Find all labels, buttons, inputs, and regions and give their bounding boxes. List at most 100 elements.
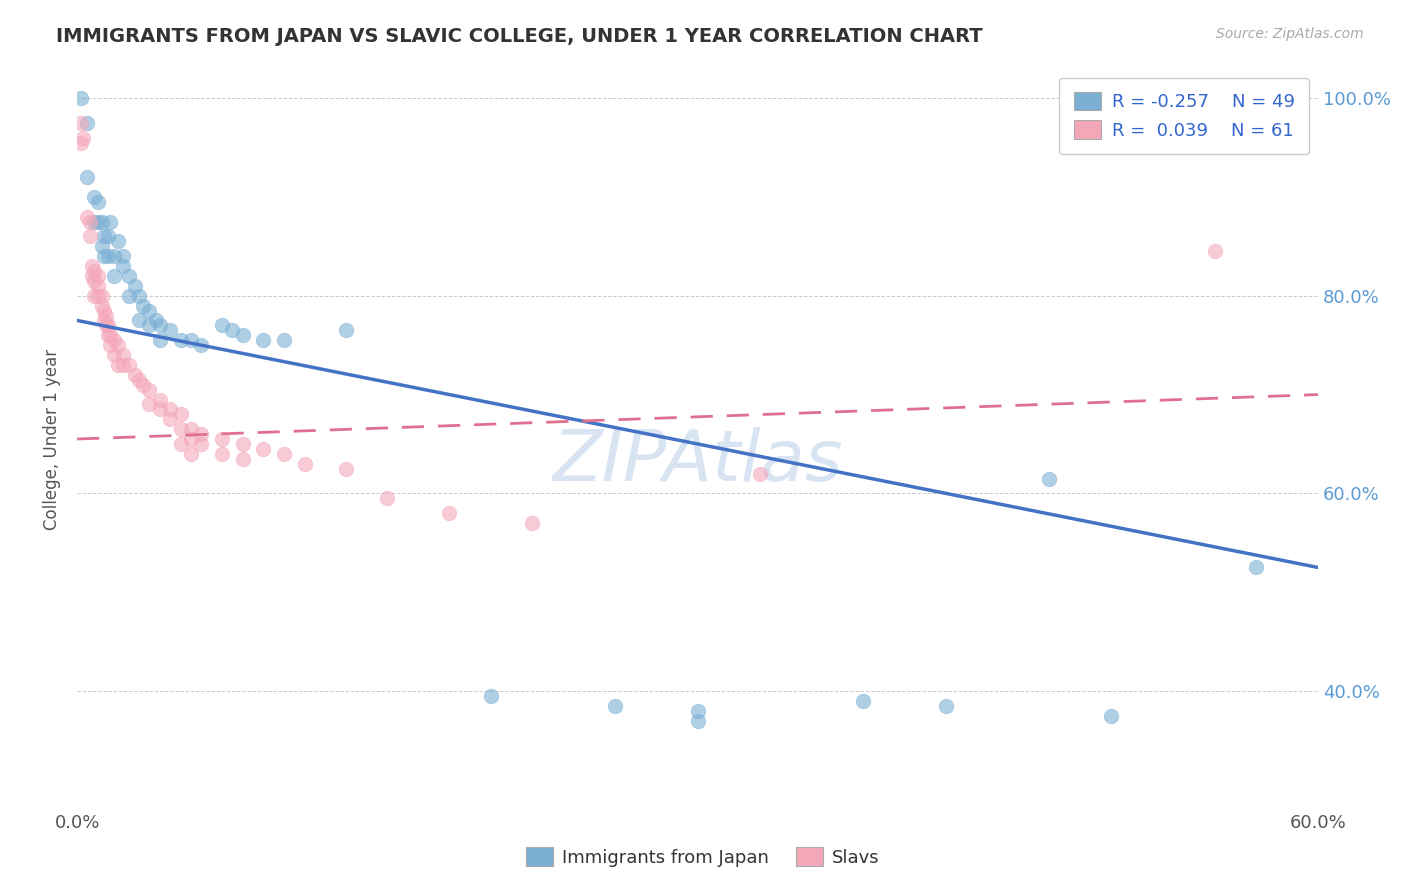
Point <box>377 491 399 506</box>
Point <box>87 289 110 303</box>
Point <box>190 427 212 442</box>
Point <box>70 116 93 130</box>
Point <box>169 422 191 436</box>
Point <box>159 323 181 337</box>
Point <box>180 333 202 347</box>
Point <box>180 432 202 446</box>
Point <box>1038 471 1060 485</box>
Point <box>294 457 316 471</box>
Point <box>520 516 543 530</box>
Point <box>138 397 160 411</box>
Point <box>111 249 134 263</box>
Point <box>97 229 120 244</box>
Text: Source: ZipAtlas.com: Source: ZipAtlas.com <box>1216 27 1364 41</box>
Point <box>93 229 115 244</box>
Point <box>211 318 233 333</box>
Point <box>93 303 115 318</box>
Point <box>128 373 150 387</box>
Point <box>76 210 98 224</box>
Point <box>98 338 121 352</box>
Point <box>686 714 709 728</box>
Point <box>103 333 125 347</box>
Point <box>70 91 93 105</box>
Legend: R = -0.257    N = 49, R =  0.039    N = 61: R = -0.257 N = 49, R = 0.039 N = 61 <box>1059 78 1309 154</box>
Point <box>103 348 125 362</box>
Point <box>852 694 875 708</box>
Point <box>232 328 254 343</box>
Point <box>132 377 155 392</box>
Point <box>603 698 626 713</box>
Point <box>149 392 172 407</box>
Point <box>748 467 770 481</box>
Point <box>98 328 121 343</box>
Point <box>103 268 125 283</box>
Point <box>79 229 101 244</box>
Point <box>97 249 120 263</box>
Point <box>90 215 112 229</box>
Point <box>87 278 110 293</box>
Point <box>118 358 141 372</box>
Point <box>686 704 709 718</box>
Point <box>80 268 103 283</box>
Point <box>90 239 112 253</box>
Point <box>93 313 115 327</box>
Point <box>94 318 117 333</box>
Point <box>70 136 93 150</box>
Point <box>87 268 110 283</box>
Point <box>98 215 121 229</box>
Point <box>935 698 957 713</box>
Point <box>138 318 160 333</box>
Point <box>107 338 129 352</box>
Point <box>90 289 112 303</box>
Point <box>221 323 243 337</box>
Point <box>83 289 105 303</box>
Point <box>90 299 112 313</box>
Point <box>118 268 141 283</box>
Point <box>124 278 146 293</box>
Point <box>439 506 461 520</box>
Point <box>87 194 110 209</box>
Point <box>211 447 233 461</box>
Point <box>94 309 117 323</box>
Point <box>138 303 160 318</box>
Point <box>190 338 212 352</box>
Point <box>111 348 134 362</box>
Text: ZIPAtlas: ZIPAtlas <box>553 426 842 496</box>
Point <box>169 407 191 421</box>
Point <box>118 289 141 303</box>
Point <box>1099 708 1122 723</box>
Y-axis label: College, Under 1 year: College, Under 1 year <box>44 349 60 530</box>
Point <box>124 368 146 382</box>
Point <box>180 447 202 461</box>
Point <box>149 318 172 333</box>
Point <box>211 432 233 446</box>
Point <box>145 313 167 327</box>
Point <box>83 215 105 229</box>
Point <box>232 437 254 451</box>
Point <box>80 259 103 273</box>
Point <box>107 235 129 249</box>
Point <box>159 402 181 417</box>
Point <box>76 116 98 130</box>
Point <box>87 215 110 229</box>
Point <box>335 461 357 475</box>
Point <box>103 249 125 263</box>
Point <box>132 299 155 313</box>
Point <box>111 259 134 273</box>
Point <box>83 274 105 288</box>
Point <box>252 442 274 456</box>
Point <box>252 333 274 347</box>
Point <box>128 289 150 303</box>
Point <box>138 383 160 397</box>
Point <box>232 451 254 466</box>
Point <box>128 313 150 327</box>
Point <box>149 402 172 417</box>
Point <box>83 190 105 204</box>
Point <box>273 333 295 347</box>
Point <box>1244 560 1267 574</box>
Point <box>169 437 191 451</box>
Legend: Immigrants from Japan, Slavs: Immigrants from Japan, Slavs <box>519 840 887 874</box>
Point <box>479 689 502 703</box>
Point <box>107 358 129 372</box>
Point <box>72 130 94 145</box>
